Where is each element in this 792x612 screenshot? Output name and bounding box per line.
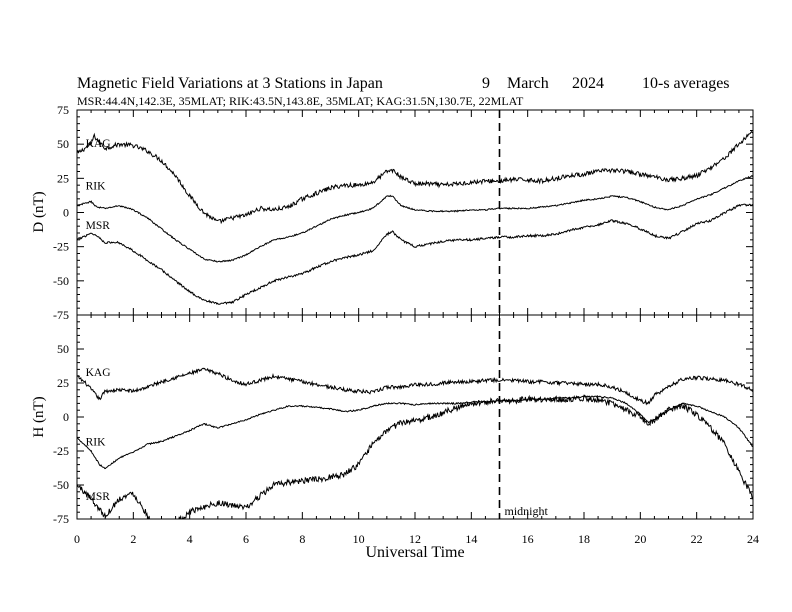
y-tick-label: -25: [53, 444, 69, 458]
series-line-rik: [77, 174, 753, 263]
x-axis-label: Universal Time: [365, 544, 464, 561]
x-tick-label: 24: [747, 532, 759, 546]
x-tick-label: 6: [243, 532, 249, 546]
x-tick-label: 10: [353, 532, 365, 546]
panel-d-x-ticks: [76, 110, 754, 315]
panel-h-y-ticks: -75 -50 -25 0 25 50: [53, 314, 753, 526]
panel-d-ylabel: D (nT): [31, 191, 47, 232]
y-tick-label: 0: [63, 206, 69, 220]
y-tick-label: -50: [53, 478, 69, 492]
title-date-month: March: [507, 75, 549, 92]
panel-h-x-ticks: 0 2 4 6 8 10 12 14 16 18 20 22 24: [74, 315, 759, 546]
x-tick-label: 4: [187, 532, 193, 546]
series-label-kag: KAG: [86, 367, 111, 379]
series-line-kag: [77, 130, 753, 225]
series-label-rik: RIK: [86, 180, 107, 192]
panel-h-series-labels: KAG RIK MSR: [86, 367, 111, 503]
chart-title: Magnetic Field Variations at 3 Stations …: [77, 75, 383, 92]
x-tick-label: 12: [409, 532, 421, 546]
series-label-rik: RIK: [86, 437, 107, 449]
panel-d-y-ticks: -75 -50 -25 0 25 50 75: [53, 103, 753, 322]
panel-d-series: [77, 130, 753, 305]
x-tick-label: 22: [691, 532, 703, 546]
panel-h-ylabel: H (nT): [31, 396, 47, 437]
y-tick-label: 0: [63, 410, 69, 424]
panel-d-frame: [76, 109, 754, 316]
y-tick-label: 25: [57, 376, 69, 390]
x-tick-label: 14: [465, 532, 477, 546]
y-tick-label: -50: [53, 274, 69, 288]
y-tick-label: -75: [53, 512, 69, 526]
series-line-msr: [77, 394, 753, 519]
station-info: MSR:44.4N,142.3E, 35MLAT; RIK:43.5N,143.…: [77, 94, 524, 108]
x-tick-label: 20: [634, 532, 646, 546]
x-tick-label: 16: [522, 532, 534, 546]
series-label-msr: MSR: [86, 491, 111, 503]
y-tick-label: 25: [57, 171, 69, 185]
series-line-msr: [77, 203, 753, 305]
y-tick-label: -75: [53, 308, 69, 322]
y-tick-label: 50: [57, 137, 69, 151]
y-tick-label: 50: [57, 342, 69, 356]
midnight-label: midnight: [505, 504, 549, 518]
series-line-rik: [77, 395, 753, 470]
panel-d-series-labels: KAG RIK MSR: [86, 138, 111, 232]
y-tick-label: 75: [57, 103, 69, 117]
x-tick-label: 8: [299, 532, 305, 546]
title-averaging: 10-s averages: [642, 75, 730, 92]
x-tick-label: 0: [74, 532, 80, 546]
series-line-kag: [77, 367, 753, 406]
x-tick-label: 18: [578, 532, 590, 546]
title-date-year: 2024: [572, 75, 604, 92]
panel-h-frame: [76, 314, 754, 520]
title-date-day: 9: [482, 75, 490, 92]
panel-h-series: [77, 367, 753, 519]
series-label-kag: KAG: [86, 138, 111, 150]
series-label-msr: MSR: [86, 220, 111, 232]
x-tick-label: 2: [130, 532, 136, 546]
y-tick-label: -25: [53, 240, 69, 254]
panel-d: -75 -50 -25 0 25 50 75 KAG RIK MSR D (nT): [31, 103, 754, 322]
